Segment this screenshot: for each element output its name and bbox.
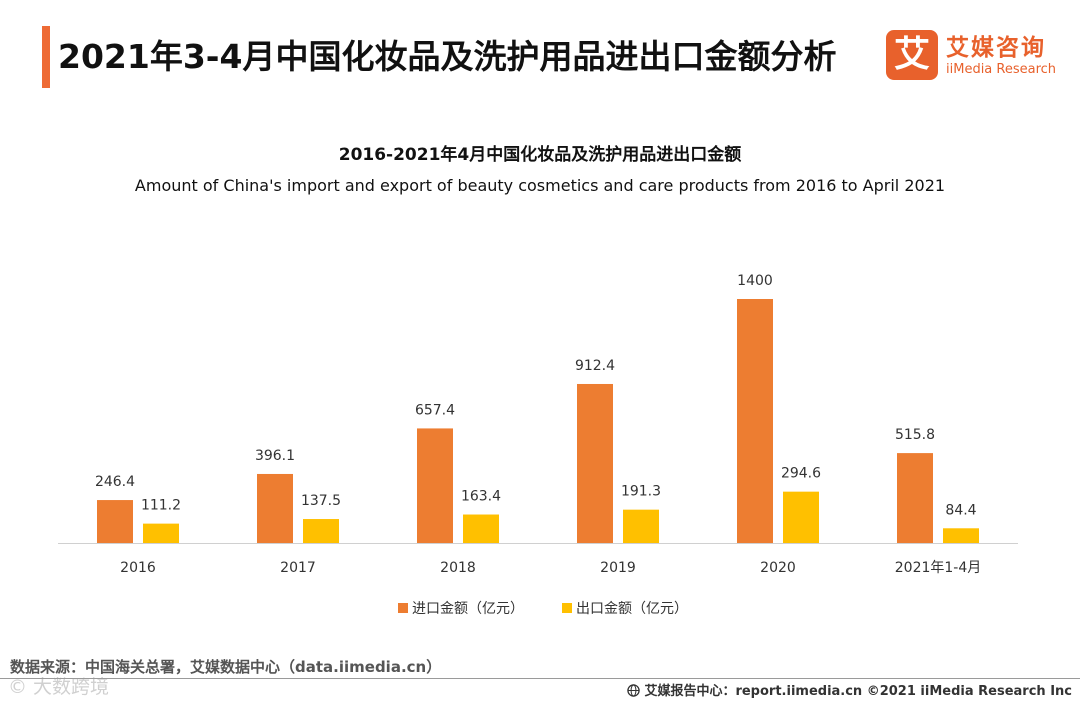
export-bar-1: [303, 519, 339, 543]
import-value-label-2: 657.4: [415, 402, 455, 418]
legend-label-0: 进口金额（亿元）: [412, 601, 524, 617]
import-value-label-0: 246.4: [95, 474, 135, 490]
x-tick-label-5: 2021年1-4月: [895, 560, 982, 576]
export-bar-0: [143, 523, 179, 543]
import-bar-2: [417, 428, 453, 543]
logo-english-text: iiMedia Research: [946, 62, 1057, 77]
import-bar-5: [897, 453, 933, 543]
export-value-label-4: 294.6: [781, 466, 821, 482]
x-tick-label-4: 2020: [760, 560, 796, 576]
import-value-label-4: 1400: [737, 273, 773, 289]
import-bar-1: [257, 473, 293, 543]
iimedia-logo: 艾 艾媒咨询 iiMedia Research: [886, 28, 1071, 84]
export-bar-3: [623, 509, 659, 543]
watermark: © 大数跨境: [8, 676, 110, 698]
import-value-label-5: 515.8: [895, 427, 935, 443]
footer-report-text: 艾媒报告中心：report.iimedia.cn ©2021 iiMedia R…: [644, 684, 1072, 699]
chart-title: 2016-2021年4月中国化妆品及洗护用品进出口金额: [338, 145, 742, 165]
export-value-label-2: 163.4: [461, 489, 501, 505]
export-value-label-3: 191.3: [621, 484, 661, 500]
data-source: 数据来源：中国海关总署，艾媒数据中心（data.iimedia.cn）: [10, 658, 442, 676]
import-value-label-3: 912.4: [575, 358, 615, 374]
import-value-label-1: 396.1: [255, 448, 295, 464]
legend-swatch-1: [562, 603, 572, 613]
bar-chart: 246.4 111.2 2016 396.1 137.5 2017 657.4 163.4 20…: [58, 273, 1018, 617]
logo-badge-icon: 艾: [886, 30, 938, 80]
export-value-label-0: 111.2: [141, 498, 181, 514]
export-bar-5: [943, 528, 979, 543]
export-value-label-1: 137.5: [301, 493, 341, 509]
title-accent-bar: [42, 26, 50, 88]
page-title: 2021年3-4月中国化妆品及洗护用品进出口金额分析: [58, 37, 837, 76]
legend-label-1: 出口金额（亿元）: [576, 601, 688, 617]
footer-divider: [0, 678, 1080, 679]
globe-icon: [627, 684, 641, 697]
export-value-label-5: 84.4: [945, 502, 976, 518]
x-tick-label-2: 2018: [440, 560, 476, 576]
x-tick-label-0: 2016: [120, 560, 156, 576]
export-bar-4: [783, 491, 819, 543]
footer-report: 艾媒报告中心：report.iimedia.cn ©2021 iiMedia R…: [627, 680, 1072, 699]
import-bar-0: [97, 500, 133, 543]
export-bar-2: [463, 514, 499, 543]
x-tick-label-3: 2019: [600, 560, 636, 576]
import-bar-3: [577, 383, 613, 543]
chart-subtitle: Amount of China's import and export of b…: [134, 176, 946, 195]
legend-swatch-0: [398, 603, 408, 613]
logo-chinese-text: 艾媒咨询: [946, 35, 1046, 61]
x-tick-label-1: 2017: [280, 560, 316, 576]
import-bar-4: [737, 299, 773, 543]
